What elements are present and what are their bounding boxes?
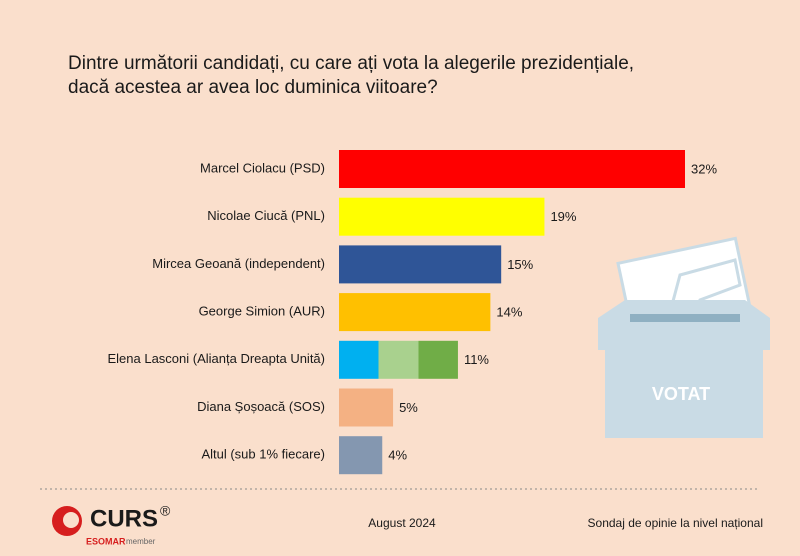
bar	[339, 436, 383, 475]
category-label: Marcel Ciolacu (PSD)	[200, 160, 325, 175]
category-label: George Simion (AUR)	[199, 304, 325, 319]
logo: CURS ® ESOMAR member	[52, 503, 171, 546]
bar	[339, 388, 394, 427]
bar	[339, 293, 491, 332]
bar	[339, 340, 458, 379]
bar	[339, 245, 502, 284]
category-label: Elena Lasconi (Alianța Dreapta Unită)	[107, 351, 325, 366]
chart-title: dacă acestea ar avea loc duminica viitoa…	[68, 77, 438, 98]
logo-name: CURS	[90, 505, 158, 532]
ballot-box: VOTAT	[598, 236, 770, 438]
category-label: Mircea Geoană (independent)	[152, 256, 325, 271]
value-label: 5%	[399, 400, 418, 415]
value-label: 32%	[691, 161, 717, 176]
category-label: Altul (sub 1% fiecare)	[201, 447, 325, 462]
category-label: Diana Șoșoacă (SOS)	[197, 399, 325, 414]
value-label: 4%	[388, 448, 407, 463]
category-label: Nicolae Ciucă (PNL)	[207, 208, 325, 223]
logo-mark: ®	[160, 503, 171, 519]
chart-title: Dintre următorii candidați, cu care ați …	[68, 53, 634, 74]
footer-note: Sondaj de opinie la nivel național	[588, 516, 763, 530]
value-label: 14%	[496, 305, 522, 320]
logo-affiliation-note: member	[126, 537, 156, 546]
bar	[339, 197, 545, 236]
value-label: 15%	[507, 257, 533, 272]
bar	[339, 150, 685, 188]
footer-date: August 2024	[368, 516, 436, 530]
logo-affiliation: ESOMAR	[86, 536, 126, 546]
box-label: VOTAT	[652, 384, 710, 404]
value-label: 11%	[464, 352, 489, 367]
value-label: 19%	[550, 209, 576, 224]
